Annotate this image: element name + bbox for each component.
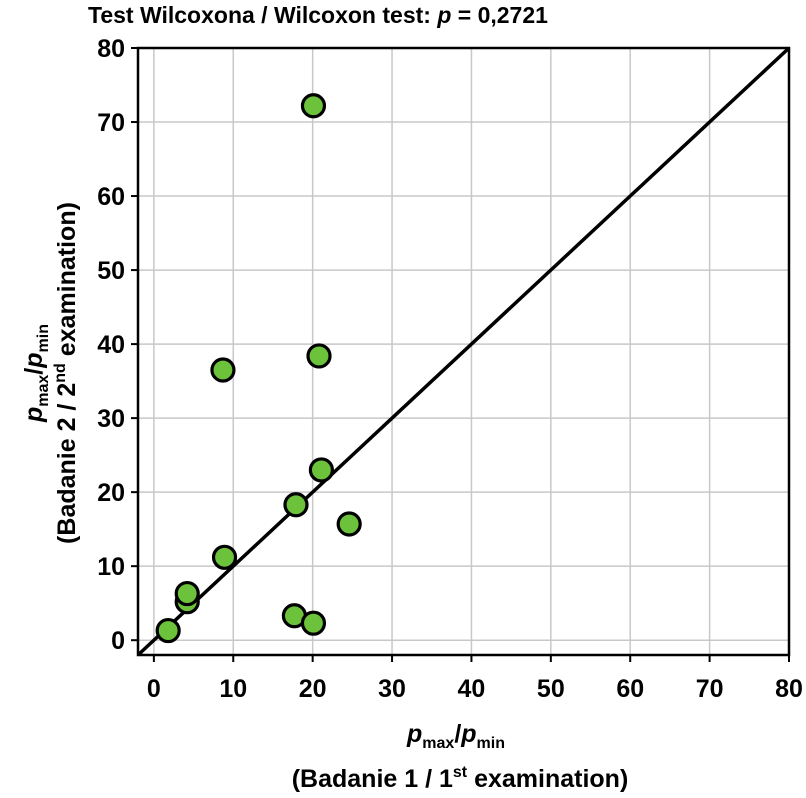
y-tick-label: 70 bbox=[97, 109, 125, 137]
x-tick-label: 80 bbox=[775, 675, 803, 703]
data-point bbox=[306, 343, 332, 369]
x-tick-label: 70 bbox=[696, 675, 724, 703]
y-axis-label: pmax/pmin bbox=[20, 324, 52, 423]
x-tick-label: 40 bbox=[458, 675, 486, 703]
data-point bbox=[336, 511, 362, 537]
data-point bbox=[283, 492, 309, 518]
y-tick-label: 10 bbox=[97, 553, 125, 581]
y-tick-label: 50 bbox=[97, 257, 125, 285]
data-point bbox=[300, 610, 327, 636]
x-tick-label: 60 bbox=[616, 675, 644, 703]
y-tick-labels: 0 10 20 30 40 50 60 70 80 bbox=[97, 35, 125, 655]
grid bbox=[131, 47, 790, 662]
x-tick-labels: 0 10 20 30 40 50 60 70 80 bbox=[147, 675, 803, 703]
y-tick-label: 60 bbox=[97, 183, 125, 211]
data-point bbox=[300, 93, 327, 119]
y-tick-label: 20 bbox=[97, 479, 125, 507]
x-tick-label: 10 bbox=[219, 675, 247, 703]
x-tick-label: 30 bbox=[378, 675, 406, 703]
y-tick-label: 0 bbox=[111, 627, 125, 655]
x-tick-label: 20 bbox=[299, 675, 327, 703]
x-axis-label: pmax/pmin bbox=[406, 720, 505, 752]
chart-title: Test Wilcoxona / Wilcoxon test: p = 0,27… bbox=[88, 2, 548, 28]
y-axis-label-line2: (Badanie 2 / 2nd examination) bbox=[52, 202, 81, 544]
plot-frame bbox=[136, 46, 791, 657]
data-point bbox=[210, 357, 236, 383]
y-tick-label: 40 bbox=[97, 331, 125, 359]
data-point bbox=[155, 617, 181, 644]
x-tick-label: 50 bbox=[537, 675, 565, 703]
data-point bbox=[211, 544, 238, 570]
x-axis-label-line2: (Badanie 1 / 1st examination) bbox=[292, 764, 629, 793]
data-point bbox=[308, 457, 334, 483]
identity-line bbox=[136, 46, 791, 657]
x-tick-label: 0 bbox=[147, 675, 161, 703]
data-points bbox=[155, 93, 362, 644]
y-tick-label: 30 bbox=[97, 405, 125, 433]
y-tick-label: 80 bbox=[97, 35, 125, 63]
data-point bbox=[174, 580, 200, 607]
